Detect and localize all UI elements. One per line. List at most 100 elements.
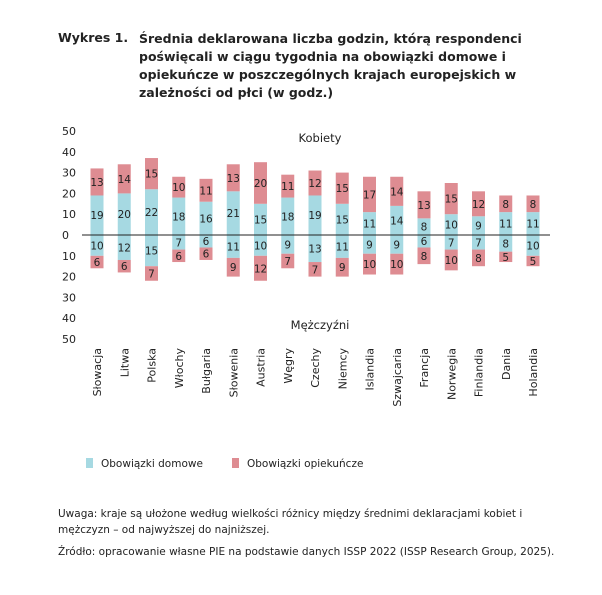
y-tick-label: 10 — [62, 250, 76, 263]
bar-women-opiekuncze — [526, 195, 540, 213]
bar-women-opiekuncze — [308, 170, 322, 196]
bar-men-domowe — [390, 235, 404, 254]
bar-women-opiekuncze — [254, 162, 267, 204]
y-tick-label: 30 — [62, 291, 76, 304]
figure-label: Wykres 1. — [58, 30, 129, 45]
note-uwaga: Uwaga: kraje są ułożone według wielkości… — [58, 508, 523, 536]
data-label-women-opiekuncze: 8 — [530, 199, 537, 211]
x-tick-label: Dania — [500, 348, 513, 380]
bar-men-opiekuncze — [499, 251, 513, 263]
data-label-women-opiekuncze: 13 — [417, 200, 430, 212]
data-label-women-domowe: 10 — [445, 220, 458, 232]
data-label-men-domowe: 7 — [475, 237, 482, 249]
data-label-men-domowe: 10 — [90, 240, 103, 252]
y-tick-label: 30 — [62, 167, 76, 180]
x-tick-label: Francja — [418, 348, 431, 388]
bar-men-domowe — [499, 235, 513, 252]
bar-men-domowe — [254, 235, 267, 256]
data-label-women-domowe: 20 — [118, 209, 131, 221]
bar-women-opiekuncze — [335, 172, 349, 204]
data-label-men-domowe: 10 — [526, 240, 539, 252]
bar-women-domowe — [90, 195, 104, 235]
data-label-men-domowe: 10 — [254, 240, 267, 252]
bar-men-domowe — [172, 235, 186, 250]
x-tick-label: Czechy — [309, 348, 322, 388]
bar-men-opiekuncze — [226, 257, 240, 277]
bar-men-opiekuncze — [472, 249, 485, 267]
legend-item-domowe: Obowiązki domowe — [86, 458, 203, 470]
data-label-men-domowe: 6 — [203, 236, 210, 248]
data-label-women-opiekuncze: 17 — [363, 189, 376, 201]
data-label-women-domowe: 11 — [526, 219, 539, 231]
data-label-men-domowe: 8 — [502, 238, 509, 250]
bar-men-opiekuncze — [90, 255, 104, 269]
bar-men-domowe — [90, 235, 104, 256]
data-label-men-domowe: 11 — [336, 241, 349, 253]
data-label-men-opiekuncze: 10 — [445, 255, 458, 267]
data-label-women-opiekuncze: 11 — [281, 181, 294, 193]
x-tick-label: Węgry — [282, 348, 295, 384]
bar-men-opiekuncze — [117, 259, 131, 273]
bar-women-domowe — [499, 212, 513, 235]
data-label-women-domowe: 18 — [281, 211, 294, 223]
bar-women-opiekuncze — [172, 176, 186, 198]
chart-notes: Uwaga: kraje są ułożone według wielkości… — [58, 506, 568, 566]
data-label-women-domowe: 16 — [199, 213, 213, 225]
group-label-women: Kobiety — [299, 131, 342, 145]
data-label-men-opiekuncze: 6 — [94, 257, 101, 269]
bar-men-domowe — [335, 235, 349, 258]
bar-men-opiekuncze — [363, 253, 376, 275]
data-label-men-opiekuncze: 7 — [312, 264, 319, 276]
data-label-women-opiekuncze: 14 — [390, 186, 404, 198]
data-label-men-domowe: 7 — [448, 237, 455, 249]
data-label-women-opiekuncze: 15 — [445, 194, 458, 206]
bar-men-domowe — [117, 235, 131, 260]
bar-women-opiekuncze — [226, 164, 240, 192]
data-label-women-domowe: 19 — [90, 210, 103, 222]
bar-men-domowe — [308, 235, 322, 263]
data-label-women-opiekuncze: 13 — [227, 173, 240, 185]
bar-women-domowe — [199, 201, 213, 235]
data-label-women-domowe: 11 — [499, 219, 512, 231]
data-label-men-opiekuncze: 6 — [121, 261, 128, 273]
bar-men-opiekuncze — [335, 257, 349, 277]
bar-men-opiekuncze — [390, 253, 404, 275]
bar-women-domowe — [308, 195, 322, 235]
bar-women-opiekuncze — [499, 195, 513, 213]
y-tick-label: 20 — [62, 187, 76, 200]
bar-men-domowe — [145, 235, 158, 267]
x-tick-label: Holandia — [527, 348, 540, 397]
y-tick-label: 50 — [62, 125, 76, 138]
bar-women-domowe — [145, 189, 158, 235]
bar-men-domowe — [363, 235, 376, 254]
bar-men-opiekuncze — [417, 247, 431, 265]
bar-women-domowe — [281, 197, 295, 235]
x-tick-label: Austria — [255, 348, 268, 387]
bar-women-domowe — [335, 203, 349, 235]
data-label-men-domowe: 12 — [118, 242, 131, 254]
bar-men-opiekuncze — [199, 247, 213, 260]
data-label-men-domowe: 15 — [145, 246, 158, 258]
data-label-men-domowe: 6 — [421, 236, 428, 248]
x-tick-label: Słowenia — [227, 348, 240, 397]
data-label-men-opiekuncze: 5 — [530, 256, 537, 268]
bar-women-opiekuncze — [472, 191, 485, 217]
note-zrodlo: Źródło: opracowanie własne PIE na podsta… — [58, 546, 555, 558]
data-label-men-opiekuncze: 8 — [475, 253, 482, 265]
legend-label-opiekuncze: Obowiązki opiekuńcze — [247, 458, 364, 470]
y-tick-label: 40 — [62, 146, 76, 159]
bar-women-domowe — [472, 216, 485, 235]
bar-men-domowe — [526, 235, 540, 256]
bar-women-domowe — [117, 193, 131, 235]
data-label-women-domowe: 18 — [172, 211, 185, 223]
data-label-men-domowe: 11 — [227, 241, 240, 253]
data-label-men-opiekuncze: 10 — [390, 259, 403, 271]
data-label-women-domowe: 15 — [336, 214, 349, 226]
x-tick-label: Norwegia — [445, 348, 458, 400]
bar-women-domowe — [172, 197, 186, 235]
bar-women-domowe — [390, 205, 404, 235]
data-label-men-domowe: 13 — [308, 244, 321, 256]
bar-men-domowe — [472, 235, 485, 250]
bar-women-domowe — [254, 203, 267, 235]
y-tick-label: 40 — [62, 312, 76, 325]
